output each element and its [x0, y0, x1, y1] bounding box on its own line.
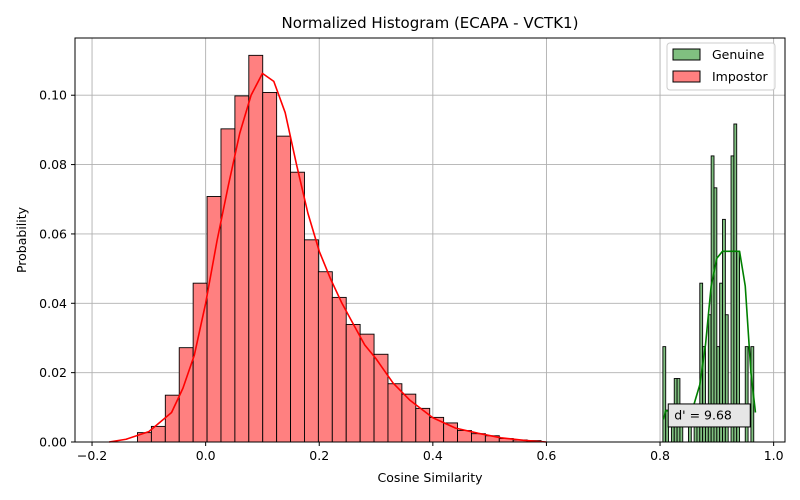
x-tick-label: 0.4: [423, 448, 443, 463]
y-tick-label: 0.10: [39, 88, 67, 103]
plot-frame: [74, 37, 786, 443]
x-axis-label: Cosine Similarity: [377, 470, 483, 485]
legend: Genuine Impostor: [666, 42, 776, 91]
histogram-bars: [137, 54, 755, 443]
x-tick-label: −0.2: [77, 448, 107, 463]
bar-impostor: [178, 347, 194, 443]
y-tick-label: 0.06: [39, 226, 67, 241]
bar-impostor: [276, 135, 292, 443]
x-tick-label: 0.8: [650, 448, 670, 463]
bar-impostor: [304, 239, 319, 443]
bar-impostor: [220, 128, 236, 443]
bar-impostor: [401, 393, 417, 443]
bar-impostor: [317, 271, 333, 443]
grid-lines: [75, 38, 785, 443]
y-axis-ticks: 0.00 0.02 0.04 0.06 0.08 0.10: [39, 88, 75, 450]
y-tick-label: 0.08: [39, 157, 67, 172]
x-tick-label: 0.0: [196, 448, 216, 463]
bar-impostor: [248, 54, 264, 443]
x-tick-label: 0.6: [536, 448, 556, 463]
bar-impostor: [359, 333, 375, 443]
bar-impostor: [457, 430, 472, 443]
bar-impostor: [290, 171, 305, 443]
d-prime-annotation: d' = 9.68: [667, 403, 751, 428]
legend-swatch-impostor: [672, 70, 701, 83]
y-tick-label: 0.00: [39, 435, 67, 450]
bar-impostor: [345, 323, 361, 443]
y-tick-label: 0.02: [39, 365, 67, 380]
x-tick-label: 1.0: [764, 448, 784, 463]
legend-label-impostor: Impostor: [712, 69, 769, 84]
x-tick-label: 0.2: [309, 448, 329, 463]
y-axis-label: Probability: [14, 206, 29, 273]
bar-impostor: [262, 91, 278, 443]
bar-impostor: [387, 383, 403, 443]
bar-impostor: [373, 353, 389, 443]
bar-genuine: [744, 346, 749, 443]
annotation-box: [667, 403, 751, 428]
kde-line-impostor: [108, 72, 547, 443]
x-axis-ticks: −0.2 0.0 0.2 0.4 0.6 0.8 1.0: [77, 442, 784, 463]
legend-label-genuine: Genuine: [712, 47, 765, 62]
legend-swatch-genuine: [672, 48, 701, 61]
chart-title: Normalized Histogram (ECAPA - VCTK1): [282, 14, 579, 32]
y-tick-label: 0.04: [39, 296, 67, 311]
bar-impostor: [331, 296, 347, 443]
annotation-text: d' = 9.68: [674, 407, 732, 422]
